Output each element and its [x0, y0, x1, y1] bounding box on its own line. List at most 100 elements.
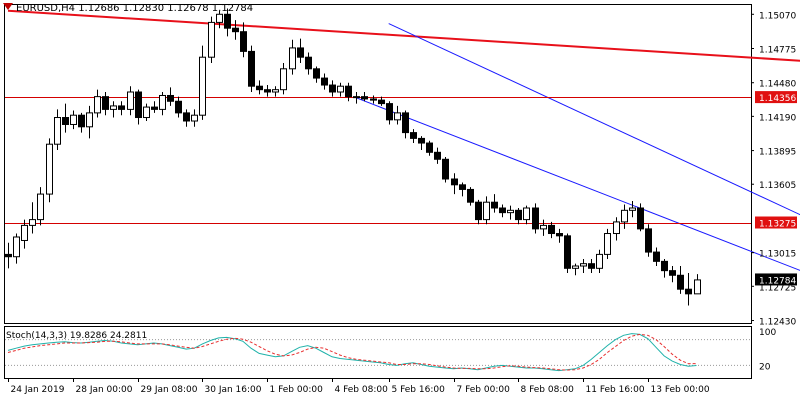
- candle: [248, 45, 255, 92]
- candle-body: [629, 207, 636, 211]
- candle: [556, 228, 563, 243]
- candle-body: [621, 209, 628, 223]
- candle: [216, 10, 223, 29]
- x-tick-label: 8 Feb 08:00: [521, 385, 575, 395]
- stoch-panel-frame: [4, 326, 752, 379]
- price-badge-label: 1.13275: [759, 220, 796, 230]
- candle-body: [78, 114, 85, 128]
- candle: [613, 217, 620, 241]
- channel-layer: [356, 23, 800, 271]
- time-axis: 24 Jan 2019 28 Jan 00:00 29 Jan 08:00 30 Ja…: [8, 378, 710, 395]
- candle: [199, 45, 206, 120]
- candle: [353, 92, 360, 104]
- candle-body: [499, 207, 506, 214]
- price-badge: [755, 273, 797, 286]
- candle-body: [572, 265, 579, 269]
- candle: [669, 266, 676, 283]
- candle-body: [540, 224, 547, 230]
- candle: [191, 109, 198, 127]
- candle-body: [361, 96, 368, 100]
- candle-body: [29, 219, 36, 226]
- candle: [548, 221, 555, 239]
- candle-body: [694, 279, 701, 295]
- candle-body: [248, 50, 255, 87]
- y-tick-label: 1.14190: [759, 113, 796, 123]
- candle-body: [410, 132, 417, 139]
- candle-body: [434, 151, 441, 160]
- candle-body: [175, 100, 182, 114]
- channel-lower-line: [356, 97, 800, 271]
- triangle-down-icon: [3, 3, 13, 10]
- candle: [110, 101, 117, 118]
- y-tick-label: 1.15070: [759, 11, 796, 21]
- price-badge-label: 1.14356: [759, 94, 796, 104]
- candle: [37, 187, 44, 226]
- candle: [572, 263, 579, 276]
- candle-body: [483, 201, 490, 221]
- candle-body: [110, 105, 117, 110]
- candle-body: [580, 263, 587, 267]
- candle: [329, 80, 336, 97]
- x-tick-label: 11 Feb 16:00: [586, 385, 645, 395]
- candle-body: [523, 207, 530, 221]
- stoch-tick-label: 20: [759, 362, 771, 372]
- candle: [127, 86, 134, 116]
- candle-body: [183, 112, 190, 122]
- candle-body: [151, 106, 158, 110]
- candle: [637, 203, 644, 232]
- candle-body: [418, 137, 425, 144]
- candle: [224, 8, 231, 37]
- candle: [94, 89, 101, 118]
- candle: [426, 140, 433, 156]
- candle: [78, 112, 85, 133]
- candle-body: [345, 85, 352, 98]
- candle-body: [459, 184, 466, 190]
- candle-body: [613, 221, 620, 235]
- candle-body: [224, 13, 231, 29]
- candle-body: [102, 96, 109, 110]
- y-tick-label: 1.13015: [759, 250, 796, 260]
- x-tick-label: 24 Jan 2019: [11, 385, 65, 395]
- candle-body: [167, 94, 174, 102]
- y-tick-label: 1.12430: [759, 318, 796, 328]
- candle: [5, 242, 12, 269]
- candle-body: [62, 117, 69, 125]
- candle: [564, 233, 571, 273]
- candle-body: [653, 251, 660, 262]
- candle: [167, 87, 174, 106]
- candle: [604, 228, 611, 260]
- candle: [256, 80, 263, 95]
- candle-body: [604, 233, 611, 255]
- candle: [62, 103, 69, 133]
- candle-body: [378, 99, 385, 105]
- candle: [661, 259, 668, 278]
- candle-body: [402, 112, 409, 134]
- candle: [580, 259, 587, 273]
- x-tick-label: 5 Feb 16:00: [392, 385, 446, 395]
- channel-upper-line: [388, 23, 800, 216]
- candle-body: [54, 117, 61, 145]
- candle: [280, 63, 287, 95]
- candle-body: [143, 106, 150, 119]
- candle-body: [548, 224, 555, 235]
- candle-body: [5, 253, 12, 258]
- candle: [264, 85, 271, 97]
- candle: [370, 95, 377, 104]
- candle-body: [199, 56, 206, 116]
- stoch-label: Stoch(14,3,3) 19.8286 24.2811: [6, 331, 148, 341]
- candle: [21, 219, 28, 249]
- x-tick-label: 28 Jan 00:00: [76, 385, 133, 395]
- candle-body: [289, 47, 296, 70]
- candle-body: [637, 207, 644, 230]
- candle: [491, 194, 498, 213]
- candle-body: [329, 84, 336, 93]
- candle-body: [70, 114, 77, 125]
- candle: [386, 101, 393, 125]
- candle: [378, 96, 385, 106]
- candle-body: [118, 105, 125, 110]
- candle-body: [556, 233, 563, 237]
- candle: [451, 173, 458, 195]
- candle-body: [386, 103, 393, 121]
